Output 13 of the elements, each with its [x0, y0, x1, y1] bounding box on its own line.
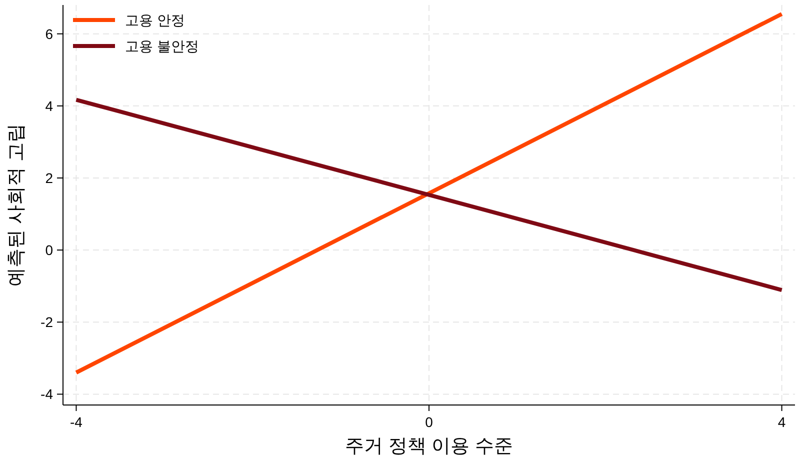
y-tick-label: 2	[45, 170, 54, 186]
x-tick-label: 4	[778, 414, 786, 430]
y-tick-label: 0	[45, 242, 54, 258]
y-tick-label: 6	[45, 26, 54, 42]
x-tick-label: 0	[425, 414, 434, 430]
y-tick-label: 4	[45, 98, 54, 114]
y-axis-title: 예측된 사회적 고립	[6, 124, 27, 286]
legend-label: 고용 불안정	[125, 38, 199, 54]
x-tick-label: -4	[70, 414, 83, 430]
y-tick-label: -4	[40, 386, 54, 402]
y-tick-label: -2	[40, 314, 54, 330]
legend-label: 고용 안정	[125, 12, 185, 28]
x-axis-title: 주거 정책 이용 수준	[345, 436, 513, 457]
